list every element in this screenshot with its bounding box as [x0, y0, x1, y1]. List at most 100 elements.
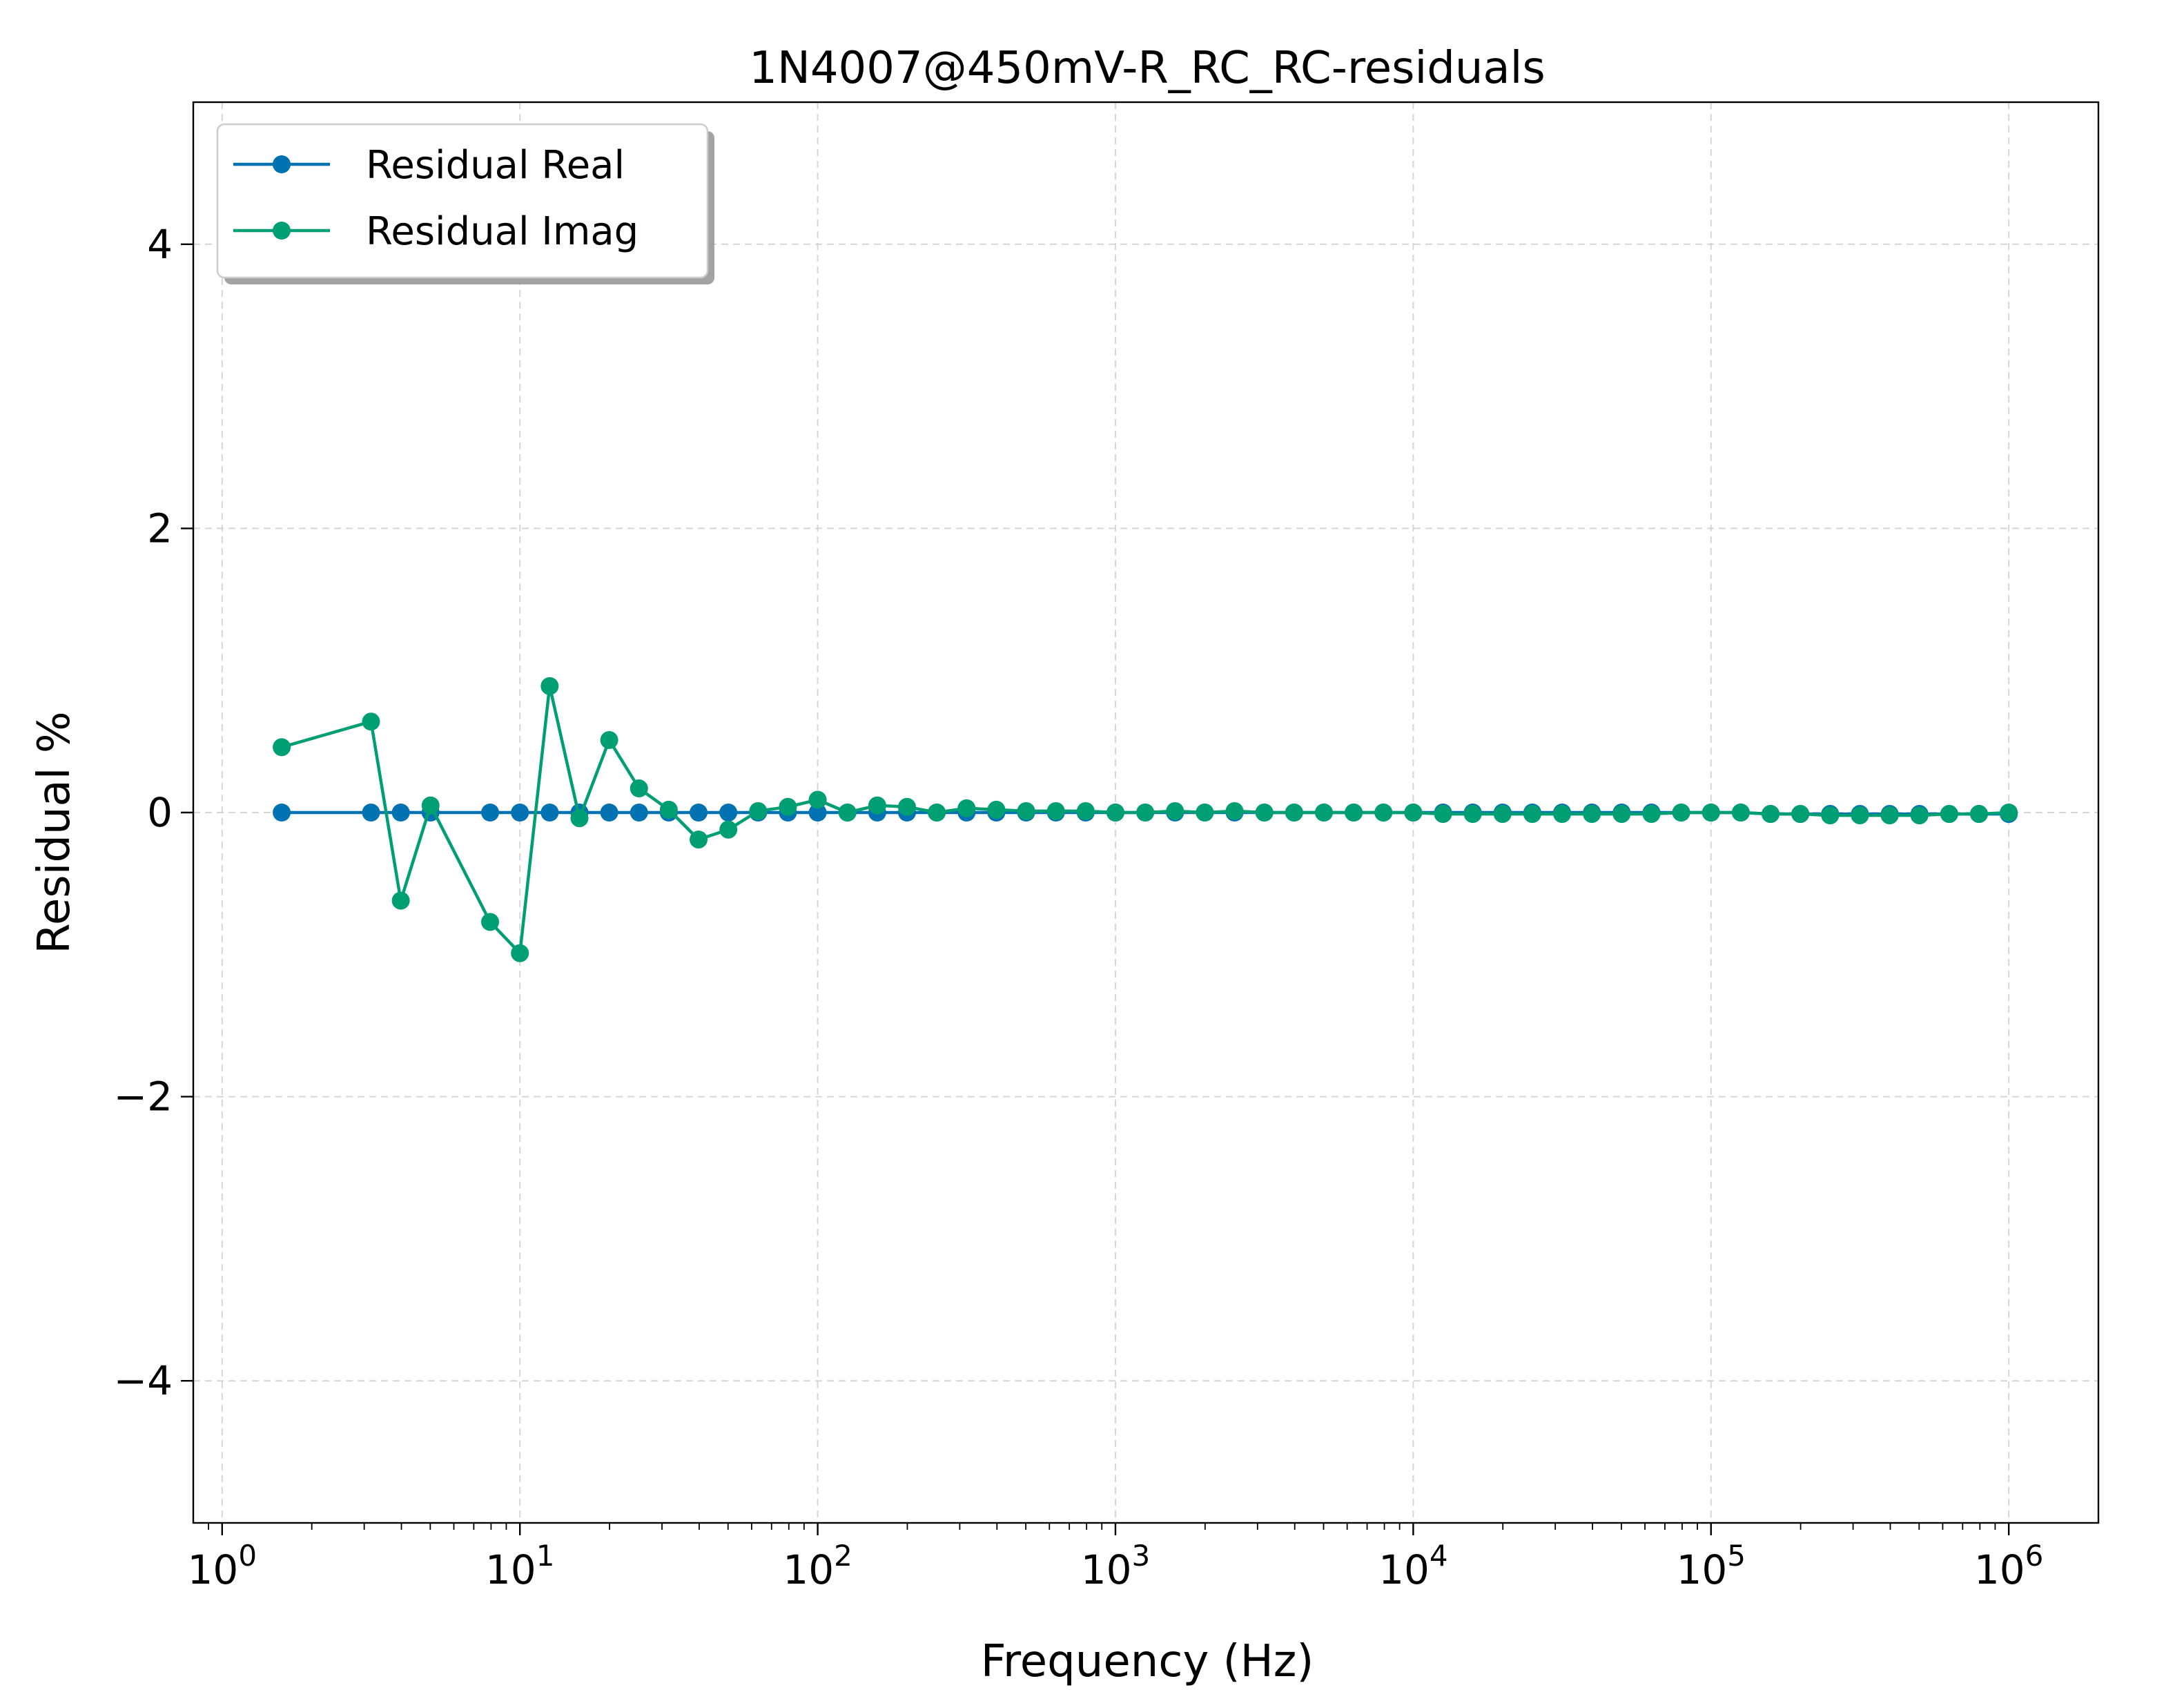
data-point: [2000, 804, 2018, 822]
data-point: [600, 804, 618, 822]
data-point: [1642, 805, 1661, 824]
data-point: [1255, 804, 1274, 822]
x-tick-label-exponent: 0: [238, 1539, 257, 1573]
data-point: [391, 891, 410, 910]
data-point: [362, 804, 380, 822]
y-tick-label: −2: [114, 1073, 173, 1120]
legend-entry: Residual Real: [233, 143, 625, 188]
data-point: [808, 804, 827, 822]
y-axis-label: Residual %: [29, 711, 80, 953]
y-tick-label: 4: [147, 221, 173, 268]
x-tick-label-exponent: 1: [536, 1539, 555, 1573]
x-tick-label: 103: [1081, 1539, 1151, 1593]
data-point: [1314, 804, 1333, 822]
data-point: [1821, 806, 1840, 825]
x-tick-label-base: 10: [1676, 1546, 1727, 1593]
data-point: [540, 677, 559, 695]
data-point: [808, 790, 827, 809]
legend-label: Residual Real: [366, 143, 625, 188]
x-tick-label-exponent: 6: [2025, 1539, 2044, 1573]
data-point: [1910, 806, 1929, 825]
data-point: [1880, 806, 1899, 825]
data-point: [957, 799, 976, 817]
data-point: [630, 779, 648, 798]
legend: Residual Real Residual Imag: [216, 123, 714, 284]
data-point: [868, 796, 886, 815]
y-tick-label: 0: [147, 789, 173, 836]
data-point: [540, 804, 559, 822]
y-tick-label: 2: [147, 505, 173, 552]
legend-entry: Residual Imag: [233, 209, 638, 254]
data-point: [749, 801, 768, 820]
data-point: [630, 804, 648, 822]
data-point: [1106, 804, 1124, 822]
data-point: [838, 804, 857, 822]
data-point: [362, 712, 380, 731]
x-tick-label-exponent: 5: [1727, 1539, 1746, 1573]
data-point: [1791, 805, 1810, 824]
data-point: [1612, 805, 1631, 824]
x-tick-label-exponent: 2: [834, 1539, 852, 1573]
x-tick-label: 106: [1974, 1539, 2044, 1593]
data-point: [1702, 804, 1720, 822]
x-tick-label: 101: [485, 1539, 555, 1593]
data-point: [1345, 804, 1363, 822]
data-point: [600, 731, 618, 750]
data-point: [1523, 805, 1541, 824]
data-point: [1851, 806, 1869, 825]
data-point: [1940, 805, 1958, 824]
data-point: [1225, 801, 1244, 820]
data-point: [391, 804, 410, 822]
plot-frame: [192, 101, 2100, 1524]
data-point: [1166, 801, 1184, 820]
data-point: [511, 804, 529, 822]
x-tick-label-base: 10: [1974, 1546, 2025, 1593]
data-point: [690, 804, 708, 822]
data-point: [719, 820, 738, 839]
data-point: [1136, 804, 1155, 822]
data-point: [719, 804, 738, 822]
data-point: [570, 809, 589, 828]
x-tick-label-base: 10: [1378, 1546, 1430, 1593]
legend-marker: [273, 222, 291, 240]
data-point: [1076, 801, 1095, 820]
data-point: [1404, 804, 1423, 822]
data-point: [1969, 805, 1988, 824]
chart-title: 1N4007@450mV-R_RC_RC-residuals: [749, 43, 1546, 94]
data-point: [1434, 805, 1452, 824]
legend-items: Residual Real Residual Imag: [233, 143, 638, 254]
data-point: [659, 800, 678, 819]
legend-box: [216, 123, 709, 279]
x-tick-label-exponent: 4: [1430, 1539, 1448, 1573]
data-point: [273, 804, 291, 822]
y-tick-label: −4: [114, 1357, 173, 1404]
data-point: [1553, 805, 1572, 824]
data-point: [1672, 804, 1690, 822]
series-residual-imag: [273, 677, 2018, 962]
x-tick-label-base: 10: [1081, 1546, 1132, 1593]
x-tick-label-base: 10: [485, 1546, 536, 1593]
x-tick-label: 105: [1676, 1539, 1746, 1593]
data-point: [779, 797, 797, 816]
series-layer: [273, 677, 2018, 962]
data-point: [1762, 805, 1780, 824]
data-point: [1731, 804, 1750, 822]
data-point: [1285, 804, 1303, 822]
data-point: [421, 796, 440, 815]
data-point: [1463, 805, 1482, 824]
data-point: [1493, 805, 1512, 824]
data-point: [690, 830, 708, 849]
data-point: [1196, 804, 1214, 822]
legend-label: Residual Imag: [366, 209, 638, 254]
data-point: [987, 800, 1006, 819]
data-point: [1046, 801, 1065, 820]
x-tick-label: 100: [188, 1539, 257, 1593]
x-tick-label-base: 10: [188, 1546, 239, 1593]
data-point: [1017, 801, 1035, 820]
x-tick-label-exponent: 3: [1132, 1539, 1151, 1573]
data-point: [273, 738, 291, 757]
data-point: [897, 797, 916, 816]
data-point: [481, 804, 500, 822]
data-point: [1374, 804, 1393, 822]
